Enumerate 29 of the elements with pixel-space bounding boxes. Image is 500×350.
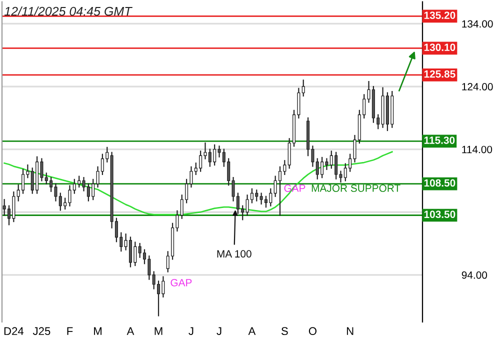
x-tick-label: J <box>188 327 194 336</box>
x-tick-label: A <box>126 327 134 335</box>
y-tick-label: 134.00 <box>462 20 493 28</box>
x-tick-label: O <box>308 327 316 336</box>
y-tick-label: 124.00 <box>462 83 493 90</box>
annotation: MAJOR SUPPORT <box>312 184 400 192</box>
annotation: 12/11/2025 04:45 GMT <box>4 6 132 16</box>
ref-line-label: 125.85 <box>424 70 456 78</box>
ref-line-label: 135.20 <box>424 12 456 20</box>
y-tick-label: 114.00 <box>462 146 492 154</box>
x-tick-label: D24 <box>4 327 24 335</box>
ref-line-label: 130.10 <box>424 44 456 52</box>
ref-line-label: 108.50 <box>424 179 456 187</box>
x-tick-label: N <box>346 327 354 335</box>
candlestick <box>302 80 305 96</box>
annotation: GAP <box>170 278 192 286</box>
x-tick-label: J25 <box>32 327 50 336</box>
x-tick-label: F <box>67 327 73 335</box>
x-tick-label: M <box>154 327 162 335</box>
x-tick-label: S <box>281 327 288 336</box>
x-tick-label: A <box>248 327 256 335</box>
x-tick-label: M <box>94 327 102 335</box>
y-tick-label: 94.00 <box>462 271 488 279</box>
x-tick-label: J <box>216 327 222 336</box>
ref-line-label: 103.50 <box>424 210 456 218</box>
annotation: MA 100 <box>217 250 252 258</box>
candlestick <box>278 166 282 216</box>
ref-line-label: 115.30 <box>424 136 455 144</box>
candlestick <box>128 236 132 268</box>
